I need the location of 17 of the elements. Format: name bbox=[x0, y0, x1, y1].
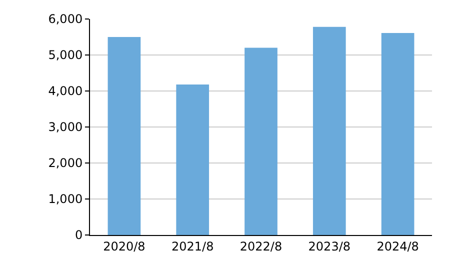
x-tick-label: 2022/8 bbox=[240, 239, 282, 254]
y-tick-label: 0 bbox=[74, 228, 83, 242]
y-tick-label: 2,000 bbox=[48, 156, 83, 170]
y-tick-label: 1,000 bbox=[48, 192, 83, 206]
x-tick-label: 2020/8 bbox=[103, 239, 146, 254]
x-tick-label: 2021/8 bbox=[171, 239, 214, 254]
y-tick-label: 4,000 bbox=[48, 84, 83, 98]
y-tick-label: 5,000 bbox=[48, 48, 83, 62]
bar bbox=[108, 37, 141, 235]
bar bbox=[176, 84, 210, 235]
x-tick-label: 2024/8 bbox=[376, 239, 419, 254]
bar bbox=[381, 33, 414, 235]
y-tick-label: 3,000 bbox=[48, 120, 83, 134]
bar bbox=[312, 26, 346, 235]
y-tick-label: 6,000 bbox=[48, 12, 83, 26]
x-tick-label: 2023/8 bbox=[308, 239, 351, 254]
bar bbox=[244, 48, 278, 235]
